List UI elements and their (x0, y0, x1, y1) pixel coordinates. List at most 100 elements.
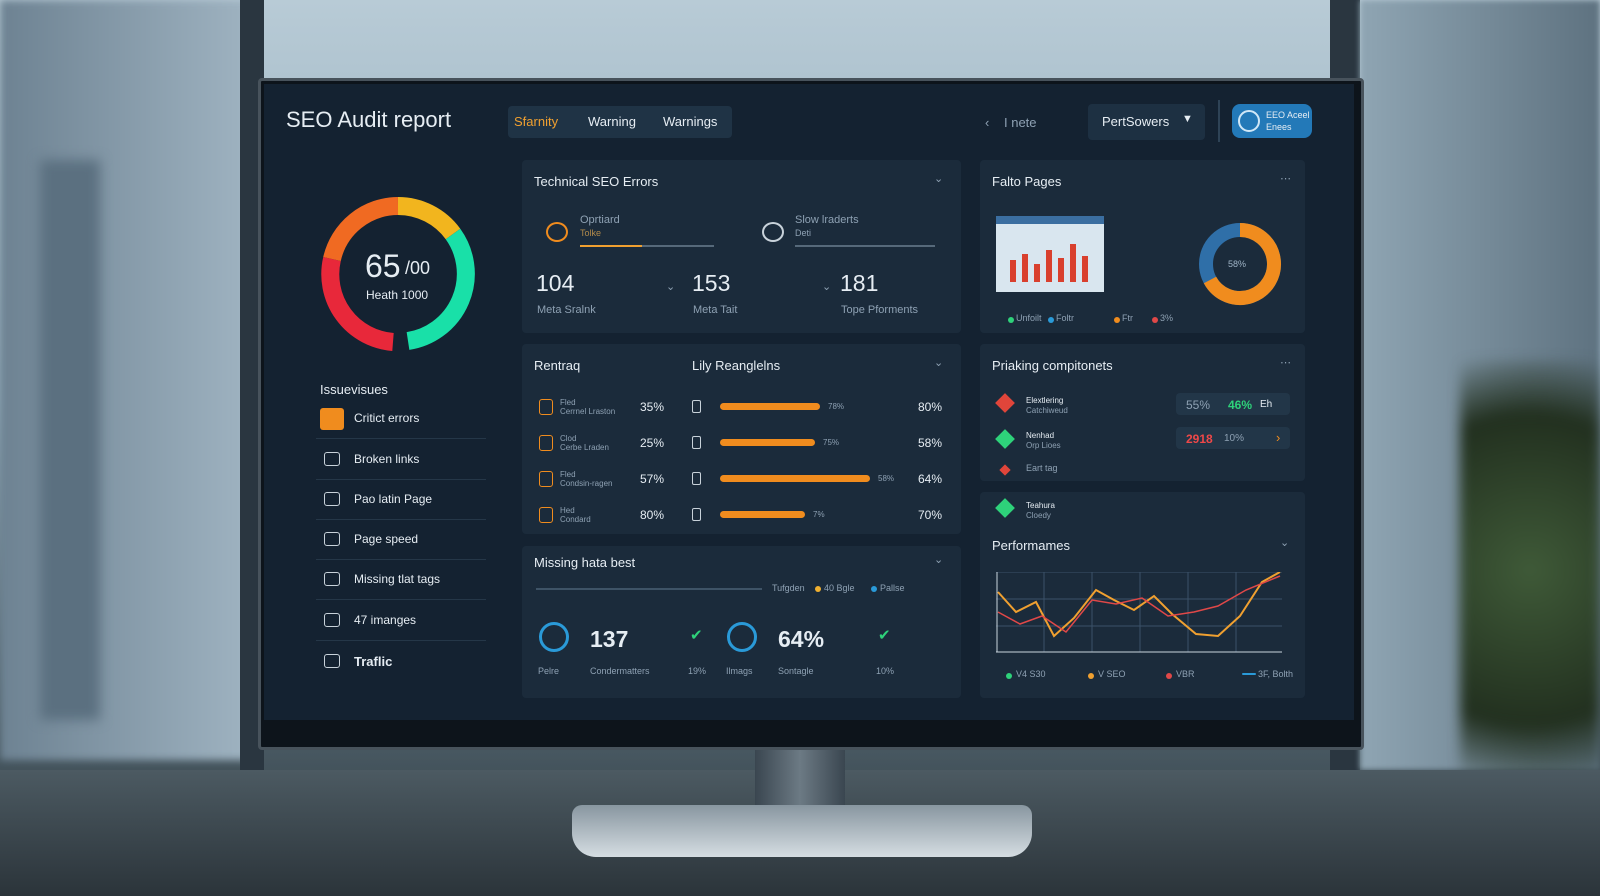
gauge-segment (397, 197, 461, 240)
row-name: Clod (560, 434, 577, 443)
tab[interactable]: Warnings (663, 114, 718, 129)
row-icon (692, 508, 701, 521)
row-sub: Cloedy (1026, 511, 1051, 520)
gauge-label: Heath 1000 (366, 288, 429, 302)
panel-title: Technical SEO Errors (534, 174, 659, 189)
donut-segment (1203, 223, 1281, 305)
bar (720, 511, 805, 518)
stat-pct: 19% (688, 666, 707, 676)
pages-donut (1199, 223, 1281, 305)
stat-label: Meta Tait (693, 304, 738, 316)
tab-label[interactable]: Slow lraderts (795, 214, 859, 226)
row-value: 58% (918, 436, 943, 450)
line-series (997, 575, 1281, 634)
background-building (0, 0, 250, 760)
gauge-segment (323, 197, 399, 262)
dropdown[interactable] (1088, 104, 1205, 140)
menu[interactable]: ⋯ (1280, 357, 1291, 369)
row-sub: Cerbe Lraden (560, 443, 609, 452)
sidebar-item[interactable]: Missing tlat tags (354, 572, 441, 586)
stat-icon (727, 622, 757, 652)
value: 55% (1186, 398, 1211, 412)
collapse[interactable]: ⌄ (934, 173, 944, 185)
stat-label: Meta Sralnk (537, 304, 596, 316)
legend-label: Foltr (1056, 313, 1074, 323)
bar-label: 75% (823, 438, 840, 447)
gauge-segment (406, 228, 475, 350)
dropdown-label[interactable]: PertSowers (1102, 114, 1170, 129)
row-value: 70% (918, 508, 943, 522)
legend-dot (1166, 673, 1172, 679)
row-pct: 80% (640, 508, 665, 522)
value: 2918 (1186, 432, 1213, 446)
dropdown-caret[interactable]: ▼ (1182, 113, 1193, 125)
row-name: Fled (560, 470, 576, 479)
stat-icon (539, 622, 569, 652)
legend-dot (1048, 317, 1054, 323)
row-sub: Condard (560, 515, 591, 524)
sidebar-item[interactable]: Broken links (354, 452, 420, 466)
tab[interactable]: Sfarnity (514, 114, 559, 129)
stat-value: 181 (840, 270, 879, 296)
search-text[interactable]: I nete (1004, 115, 1037, 130)
badge-text: Enees (1266, 122, 1292, 132)
row-pct: 57% (640, 472, 665, 486)
row-name: Elextlering (1026, 396, 1064, 405)
stat-label: Condermatters (590, 666, 650, 676)
check: ✔ (690, 627, 703, 644)
item-icon (324, 654, 340, 668)
sidebar-item[interactable]: Traflic (354, 654, 393, 669)
bar (720, 439, 815, 446)
badge-icon (1238, 110, 1260, 132)
row-icon (539, 435, 553, 451)
panel-title: Lily Reanglelns (692, 358, 781, 373)
tab-label[interactable]: Oprtiard (580, 214, 620, 226)
legend-dot (871, 586, 877, 592)
row-value: 64% (918, 472, 943, 486)
gauge-value: 65 (365, 248, 401, 284)
legend-label: 3F, Bolth (1258, 669, 1294, 679)
gauge-segment (321, 256, 395, 351)
sidebar-item[interactable]: Critict errors (354, 411, 420, 425)
panel-title: Missing hata best (534, 555, 636, 570)
pill[interactable] (1176, 427, 1290, 449)
gauge-suffix: /00 (405, 258, 431, 278)
tab-sub: Deti (795, 228, 812, 238)
row-icon (539, 507, 553, 523)
row-icon (539, 471, 553, 487)
item-icon (324, 532, 340, 546)
value: Eh (1260, 399, 1273, 410)
menu[interactable]: ⋯ (1280, 173, 1291, 185)
checkbox[interactable] (320, 408, 344, 430)
legend-dot (1242, 673, 1256, 675)
row-pct: 35% (640, 400, 665, 414)
item-icon (324, 572, 340, 586)
collapse[interactable]: ⌄ (934, 357, 944, 369)
collapse[interactable]: ⌄ (1280, 537, 1290, 549)
title: SEO Audit report (286, 107, 452, 132)
sidebar-item[interactable]: Page speed (354, 532, 419, 546)
back-arrow[interactable]: ‹ (985, 115, 990, 130)
legend-dot (1008, 317, 1014, 323)
chevron[interactable]: ⌄ (666, 281, 676, 293)
row-icon (692, 400, 701, 413)
separator (316, 640, 486, 641)
row-name: Eart tag (1026, 463, 1058, 473)
sidebar-title: Issuevisues (320, 382, 388, 397)
legend-label: V SEO (1098, 669, 1126, 679)
tab[interactable]: Warning (588, 114, 636, 129)
legend-label: Ftr (1122, 313, 1133, 323)
progress-track (536, 588, 762, 590)
collapse[interactable]: ⌄ (934, 554, 944, 566)
legend-label: Unfoilt (1016, 313, 1042, 323)
bar-label: 78% (828, 402, 845, 411)
chevron[interactable]: ⌄ (822, 281, 832, 293)
tab-bar (508, 106, 732, 138)
legend-dot (815, 586, 821, 592)
stat-value: 137 (590, 626, 629, 652)
chevron[interactable]: › (1276, 430, 1281, 445)
separator (316, 519, 486, 520)
sidebar-item[interactable]: 47 imanges (354, 613, 417, 627)
health-gauge (321, 197, 475, 351)
sidebar-item[interactable]: Pao latin Page (354, 492, 433, 506)
